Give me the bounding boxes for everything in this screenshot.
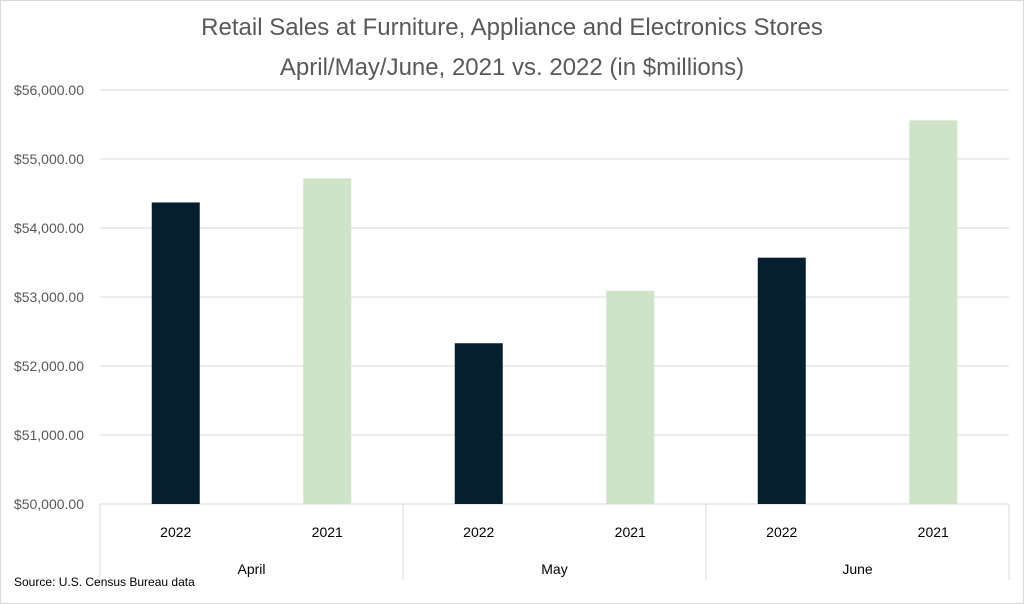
x-tick-label: 2022 [160, 524, 191, 540]
y-tick-label: $50,000.00 [14, 496, 84, 512]
group-label: June [842, 561, 873, 577]
y-tick-label: $56,000.00 [14, 82, 84, 98]
bar [151, 202, 200, 504]
x-tick-label: 2021 [918, 524, 949, 540]
bar [757, 257, 806, 504]
group-label: April [237, 561, 265, 577]
bar [606, 290, 655, 504]
bar [909, 120, 958, 505]
y-tick-label: $54,000.00 [14, 220, 84, 236]
group-label: May [541, 561, 567, 577]
y-tick-label: $51,000.00 [14, 427, 84, 443]
bar [454, 343, 503, 504]
y-tick-label: $53,000.00 [14, 289, 84, 305]
x-tick-label: 2022 [463, 524, 494, 540]
y-tick-label: $52,000.00 [14, 358, 84, 374]
x-tick-label: 2022 [766, 524, 797, 540]
source-note: Source: U.S. Census Bureau data [14, 575, 195, 589]
x-tick-label: 2021 [312, 524, 343, 540]
bar [303, 178, 352, 504]
x-tick-label: 2021 [615, 524, 646, 540]
chart-title: Retail Sales at Furniture, Appliance and… [201, 14, 823, 41]
chart-subtitle: April/May/June, 2021 vs. 2022 (in $milli… [279, 54, 745, 81]
y-tick-label: $55,000.00 [14, 151, 84, 167]
